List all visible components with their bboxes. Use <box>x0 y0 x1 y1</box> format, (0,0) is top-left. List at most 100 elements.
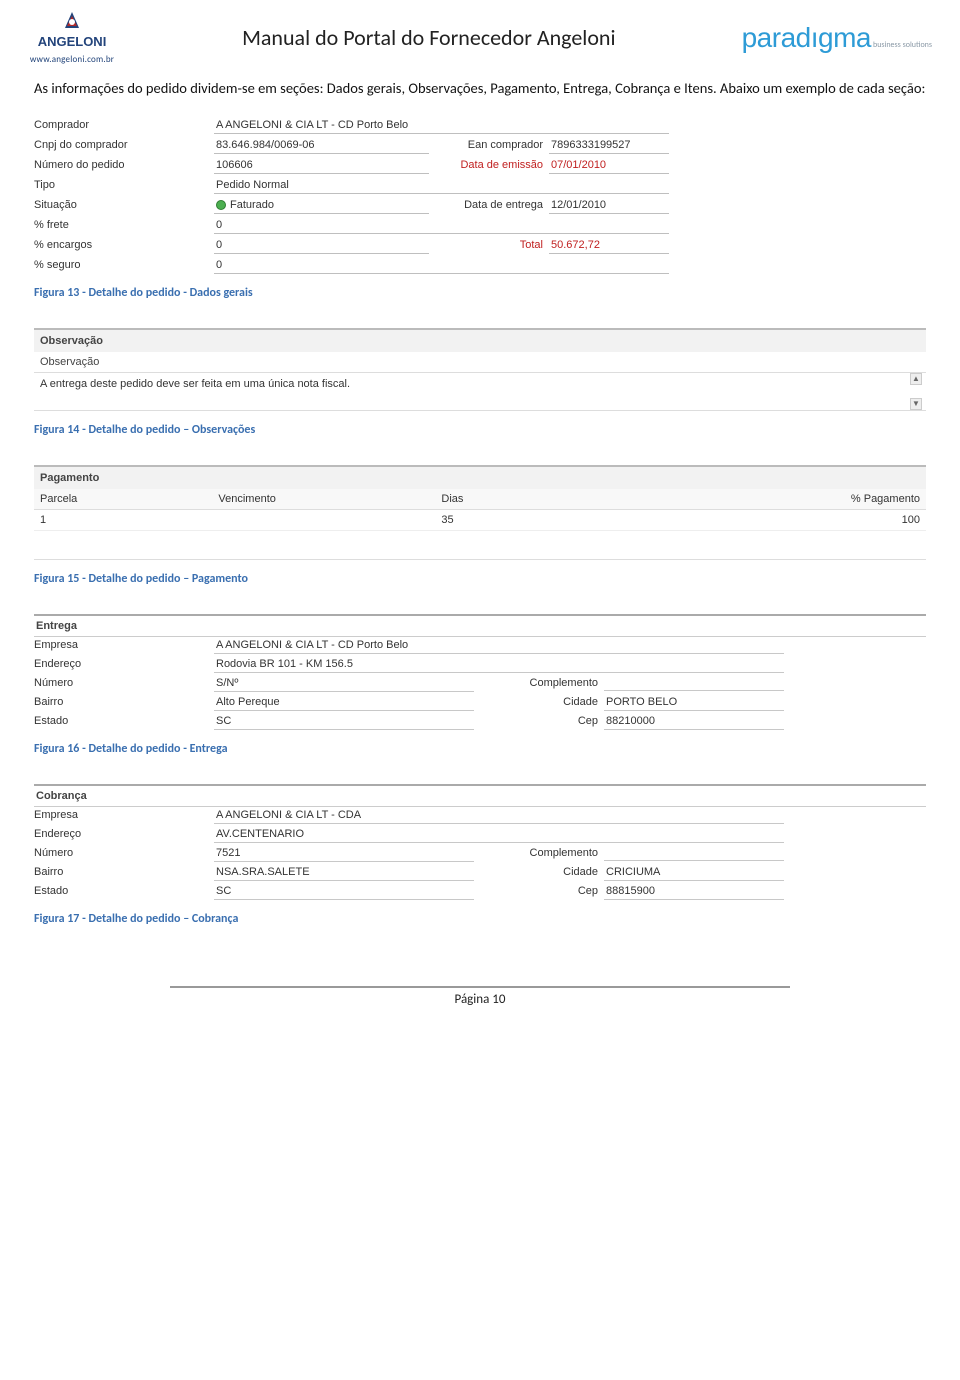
caption-fig13: Figura 13 - Detalhe do pedido - Dados ge… <box>34 286 926 300</box>
val-c-empresa: A ANGELONI & CIA LT - CDA <box>214 807 784 824</box>
val-ean: 7896333199527 <box>549 137 669 154</box>
page-number: Página 10 <box>455 992 506 1007</box>
observacao-body: A entrega deste pedido deve ser feita em… <box>34 373 926 411</box>
entrega-block: Entrega Empresa A ANGELONI & CIA LT - CD… <box>34 614 926 730</box>
scroll-up-icon[interactable]: ▲ <box>910 373 922 385</box>
val-seguro: 0 <box>214 257 669 274</box>
val-e-bairro: Alto Pereque <box>214 694 474 711</box>
scrollbar[interactable]: ▲ ▼ <box>910 373 924 410</box>
intro-text: As informações do pedido dividem-se em s… <box>34 79 926 99</box>
val-e-complemento <box>604 676 784 691</box>
pagamento-table: Parcela Vencimento Dias % Pagamento 1 35… <box>34 489 926 531</box>
td-dias: 35 <box>435 509 747 530</box>
status-icon <box>216 200 226 210</box>
caption-fig15: Figura 15 - Detalhe do pedido – Pagament… <box>34 572 926 586</box>
val-frete: 0 <box>214 217 669 234</box>
lbl-e-cidade: Cidade <box>474 694 604 710</box>
lbl-ean: Ean comprador <box>429 137 549 153</box>
lbl-tipo: Tipo <box>34 177 214 193</box>
val-cnpj: 83.646.984/0069-06 <box>214 137 429 154</box>
pagamento-block: Pagamento Parcela Vencimento Dias % Paga… <box>34 465 926 560</box>
val-tipo: Pedido Normal <box>214 177 669 194</box>
page-content: As informações do pedido dividem-se em s… <box>0 71 960 926</box>
table-row: 1 35 100 <box>34 509 926 530</box>
cobranca-block: Cobrança Empresa A ANGELONI & CIA LT - C… <box>34 784 926 900</box>
lbl-c-cidade: Cidade <box>474 864 604 880</box>
lbl-situacao: Situação <box>34 197 214 213</box>
lbl-e-estado: Estado <box>34 713 214 729</box>
observacao-text: A entrega deste pedido deve ser feita em… <box>40 378 350 390</box>
entrega-title: Entrega <box>34 614 926 637</box>
lbl-data-entrega: Data de entrega <box>429 197 549 213</box>
lbl-cnpj: Cnpj do comprador <box>34 137 214 153</box>
lbl-e-endereco: Endereço <box>34 656 214 672</box>
lbl-c-endereco: Endereço <box>34 826 214 842</box>
lbl-e-numero: Número <box>34 675 214 691</box>
caption-fig14: Figura 14 - Detalhe do pedido – Observaç… <box>34 423 926 437</box>
angeloni-url: www.angeloni.com.br <box>30 54 114 65</box>
val-comprador: A ANGELONI & CIA LT - CD Porto Belo <box>214 117 669 134</box>
val-data-emissao: 07/01/2010 <box>549 157 669 174</box>
angeloni-logo: ANGELONI www.angeloni.com.br <box>28 10 116 65</box>
caption-fig17: Figura 17 - Detalhe do pedido – Cobrança <box>34 912 926 926</box>
cobranca-title: Cobrança <box>34 784 926 807</box>
svg-text:ANGELONI: ANGELONI <box>38 34 107 49</box>
page-header: ANGELONI www.angeloni.com.br Manual do P… <box>0 0 960 71</box>
caption-fig16: Figura 16 - Detalhe do pedido - Entrega <box>34 742 926 756</box>
lbl-e-complemento: Complemento <box>474 675 604 691</box>
lbl-e-cep: Cep <box>474 713 604 729</box>
td-pct: 100 <box>748 509 926 530</box>
val-c-complemento <box>604 846 784 861</box>
lbl-c-cep: Cep <box>474 883 604 899</box>
pagamento-title: Pagamento <box>34 465 926 489</box>
scroll-down-icon[interactable]: ▼ <box>910 398 922 410</box>
val-c-numero: 7521 <box>214 845 474 862</box>
lbl-c-bairro: Bairro <box>34 864 214 880</box>
th-vencimento: Vencimento <box>212 489 435 510</box>
val-numero: 106606 <box>214 157 429 174</box>
page-footer: Página 10 <box>170 986 790 1007</box>
lbl-e-empresa: Empresa <box>34 637 214 653</box>
lbl-c-complemento: Complemento <box>474 845 604 861</box>
lbl-c-empresa: Empresa <box>34 807 214 823</box>
observacao-title: Observação <box>34 328 926 352</box>
val-c-estado: SC <box>214 883 474 900</box>
val-c-cidade: CRICIUMA <box>604 864 784 881</box>
val-situacao: Faturado <box>214 197 429 214</box>
page-title: Manual do Portal do Fornecedor Angeloni <box>116 24 742 51</box>
status-text: Faturado <box>230 199 274 211</box>
lbl-c-estado: Estado <box>34 883 214 899</box>
lbl-numero: Número do pedido <box>34 157 214 173</box>
dados-gerais-block: Comprador A ANGELONI & CIA LT - CD Porto… <box>34 117 926 274</box>
val-total: 50.672,72 <box>549 237 669 254</box>
th-pct: % Pagamento <box>748 489 926 510</box>
lbl-comprador: Comprador <box>34 117 214 133</box>
observacao-col-header: Observação <box>34 352 926 373</box>
th-dias: Dias <box>435 489 747 510</box>
val-e-empresa: A ANGELONI & CIA LT - CD Porto Belo <box>214 637 784 654</box>
val-encargos: 0 <box>214 237 429 254</box>
paradigma-logo: paradıgma business solutions <box>742 22 932 54</box>
val-e-estado: SC <box>214 713 474 730</box>
paradigma-logo-sub: business solutions <box>873 40 932 50</box>
paradigma-logo-text: paradıgma <box>742 22 871 54</box>
observacao-block: Observação Observação A entrega deste pe… <box>34 328 926 411</box>
lbl-frete: % frete <box>34 217 214 233</box>
td-vencimento <box>212 509 435 530</box>
th-parcela: Parcela <box>34 489 212 510</box>
val-c-endereco: AV.CENTENARIO <box>214 826 784 843</box>
lbl-c-numero: Número <box>34 845 214 861</box>
val-e-numero: S/Nº <box>214 675 474 692</box>
lbl-seguro: % seguro <box>34 257 214 273</box>
lbl-total: Total <box>429 237 549 253</box>
val-c-cep: 88815900 <box>604 883 784 900</box>
val-c-bairro: NSA.SRA.SALETE <box>214 864 474 881</box>
lbl-data-emissao: Data de emissão <box>429 157 549 173</box>
val-e-cep: 88210000 <box>604 713 784 730</box>
td-parcela: 1 <box>34 509 212 530</box>
val-e-cidade: PORTO BELO <box>604 694 784 711</box>
lbl-encargos: % encargos <box>34 237 214 253</box>
val-e-endereco: Rodovia BR 101 - KM 156.5 <box>214 656 784 673</box>
val-data-entrega: 12/01/2010 <box>549 197 669 214</box>
lbl-e-bairro: Bairro <box>34 694 214 710</box>
